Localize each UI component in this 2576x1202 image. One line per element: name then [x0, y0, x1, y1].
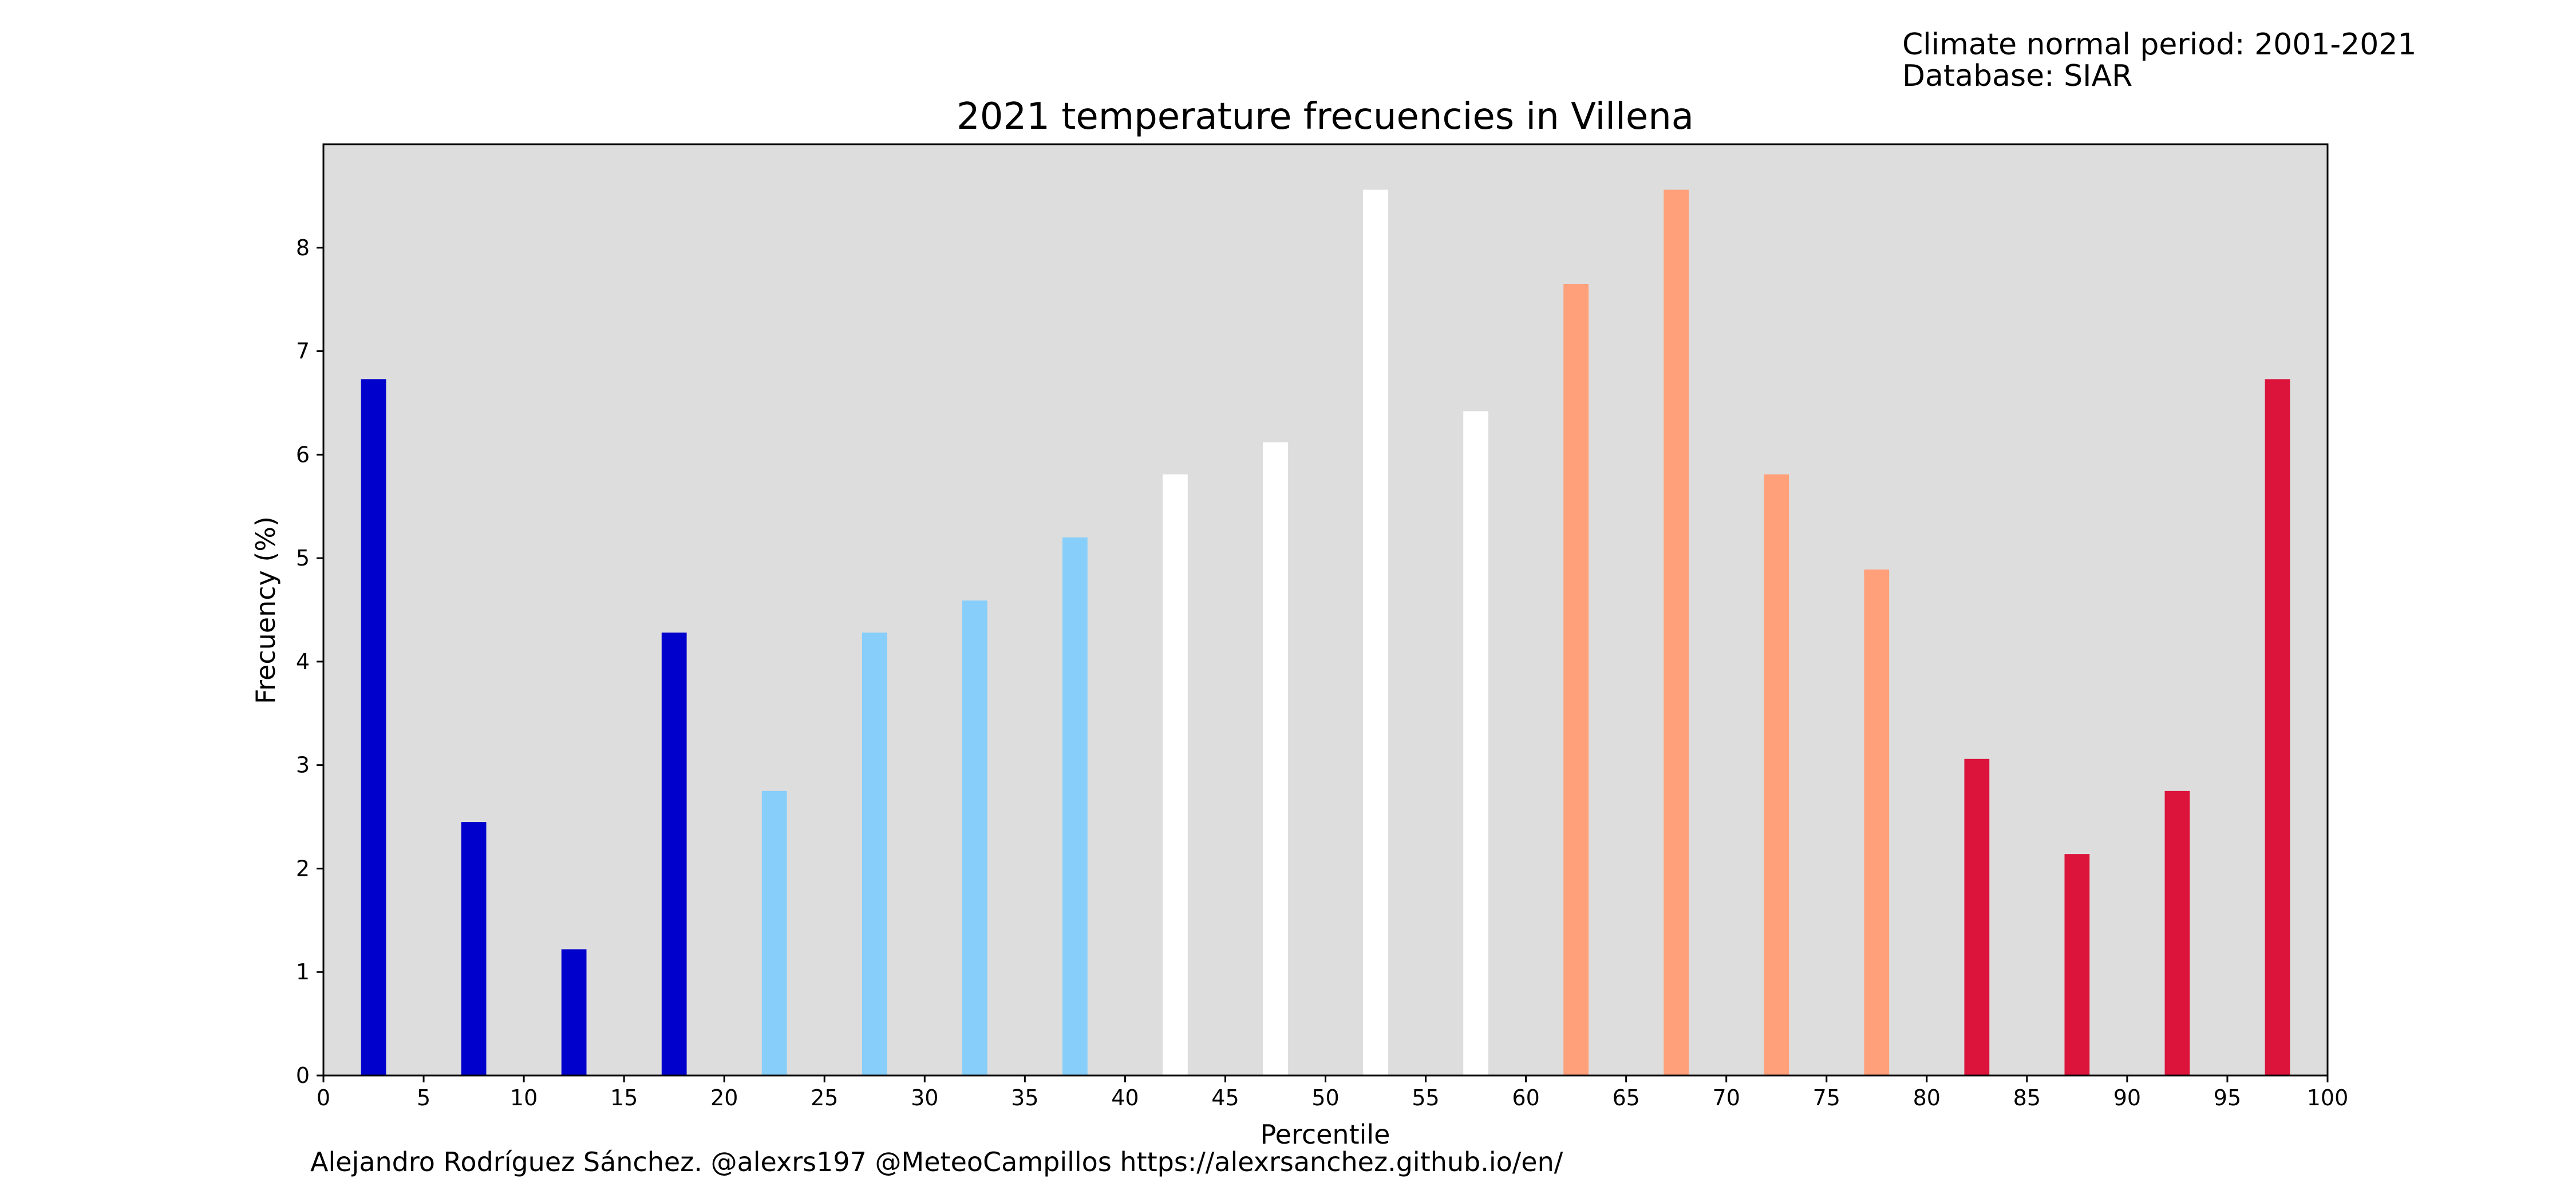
x-tick-label: 100	[2307, 1085, 2349, 1110]
database-note: Database: SIAR	[1902, 59, 2132, 93]
y-tick-label: 0	[296, 1063, 310, 1088]
x-tick-label: 30	[911, 1085, 938, 1110]
bar-percentile-17.5	[661, 632, 687, 1076]
x-tick-label: 0	[317, 1085, 330, 1110]
x-axis-ticks: 0 5 10 15 20 25 30 35 40 45 50 55 60 65 70 75 80 85 90 95 10…	[317, 1076, 2348, 1110]
bar-percentile-7.5	[461, 822, 487, 1076]
x-tick-label: 90	[2113, 1085, 2141, 1110]
x-tick-label: 5	[417, 1085, 430, 1110]
x-tick-label: 10	[510, 1085, 538, 1110]
x-tick-label: 55	[1412, 1085, 1439, 1110]
y-axis-ticks: 0 1 2 3 4 5 6 7 8	[296, 235, 323, 1088]
x-tick-label: 15	[610, 1085, 638, 1110]
bar-percentile-27.5	[862, 632, 887, 1076]
x-tick-label: 75	[1813, 1085, 1840, 1110]
climate-period-note: Climate normal period: 2001-2021	[1902, 27, 2417, 62]
y-tick-label: 6	[296, 442, 310, 467]
bar-percentile-32.5	[962, 600, 987, 1076]
x-tick-label: 85	[2013, 1085, 2041, 1110]
chart-title: 2021 temperature frecuencies in Villena	[957, 96, 1694, 138]
x-tick-label: 50	[1311, 1085, 1339, 1110]
bar-percentile-92.5	[2164, 790, 2190, 1076]
y-axis-label: Frecuency (%)	[250, 516, 281, 704]
y-tick-label: 1	[296, 959, 310, 984]
bar-percentile-12.5	[561, 949, 587, 1076]
bars-layer	[361, 189, 2290, 1076]
bar-percentile-57.5	[1463, 411, 1488, 1076]
bar-percentile-37.5	[1062, 537, 1088, 1076]
bar-percentile-67.5	[1664, 189, 1689, 1076]
y-tick-label: 7	[296, 339, 310, 364]
x-tick-label: 20	[710, 1085, 738, 1110]
x-tick-label: 60	[1512, 1085, 1539, 1110]
x-tick-label: 70	[1713, 1085, 1740, 1110]
y-tick-label: 2	[296, 856, 310, 881]
bar-percentile-72.5	[1764, 474, 1789, 1076]
x-tick-label: 40	[1111, 1085, 1139, 1110]
bar-percentile-42.5	[1163, 474, 1188, 1076]
plot-area	[323, 144, 2328, 1076]
y-tick-label: 8	[296, 235, 310, 260]
x-tick-label: 45	[1211, 1085, 1239, 1110]
bar-percentile-2.5	[361, 379, 386, 1076]
bar-percentile-62.5	[1563, 284, 1589, 1076]
bar-percentile-22.5	[761, 790, 787, 1076]
y-tick-label: 4	[296, 649, 310, 674]
x-axis-label: Percentile	[1261, 1119, 1390, 1150]
y-tick-label: 3	[296, 753, 310, 778]
bar-percentile-77.5	[1864, 569, 1890, 1076]
bar-percentile-87.5	[2064, 854, 2090, 1076]
x-tick-label: 35	[1011, 1085, 1038, 1110]
x-tick-label: 80	[1913, 1085, 1941, 1110]
credit-text: Alejandro Rodríguez Sánchez. @alexrs197 …	[310, 1146, 1563, 1177]
y-tick-label: 5	[296, 545, 310, 571]
bar-percentile-47.5	[1263, 442, 1288, 1076]
bar-percentile-97.5	[2265, 379, 2290, 1076]
x-tick-label: 25	[811, 1085, 838, 1110]
x-tick-label: 65	[1612, 1085, 1639, 1110]
bar-percentile-82.5	[1964, 758, 1990, 1076]
bar-percentile-52.5	[1363, 189, 1388, 1076]
x-tick-label: 95	[2214, 1085, 2241, 1110]
